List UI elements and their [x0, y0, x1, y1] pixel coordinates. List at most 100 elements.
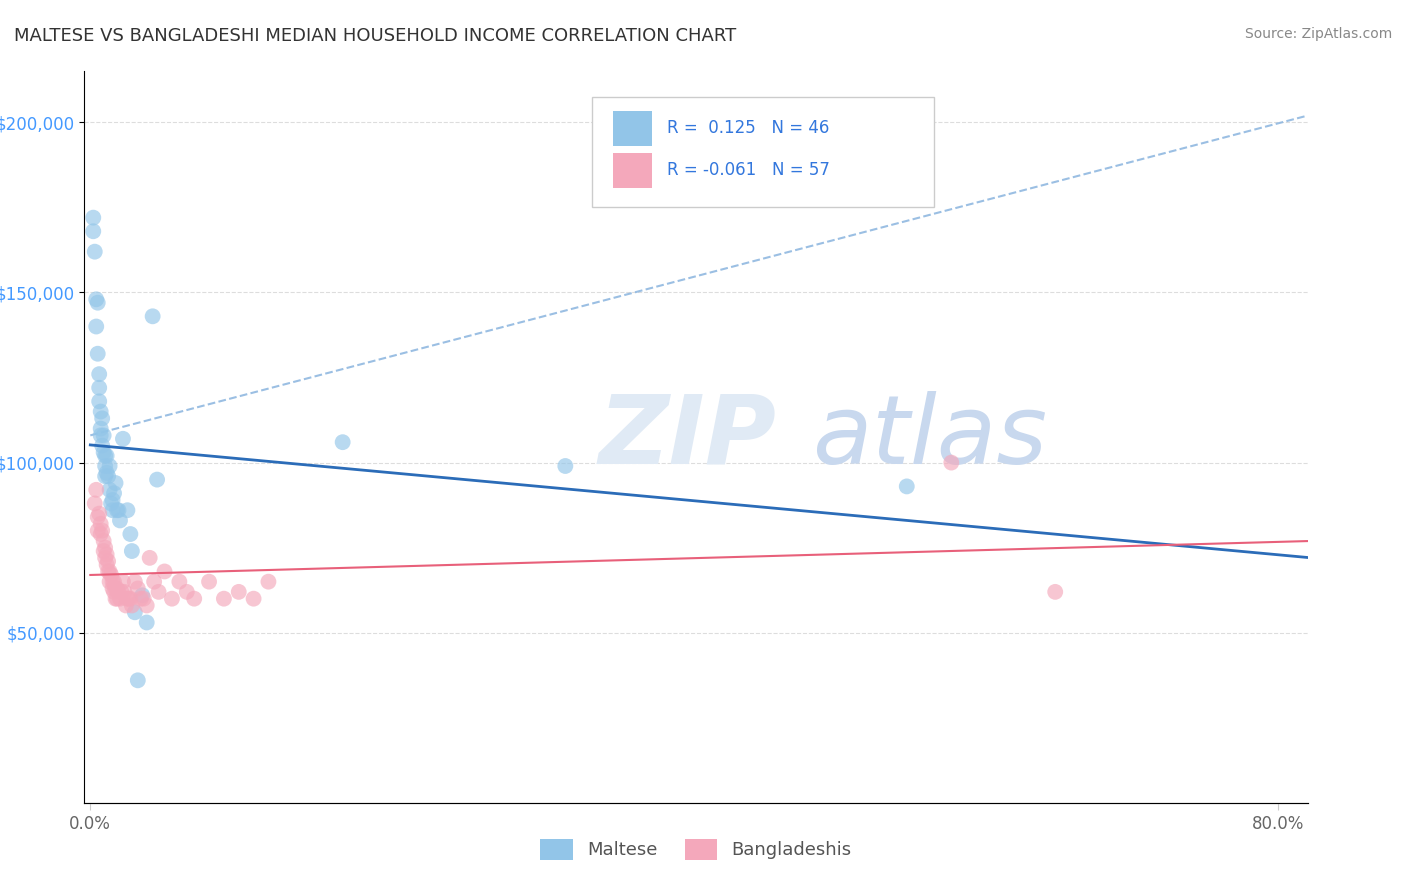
- Point: [228, 585, 250, 599]
- Point: [94, 449, 117, 463]
- Point: [96, 548, 118, 562]
- Text: Source: ZipAtlas.com: Source: ZipAtlas.com: [1244, 27, 1392, 41]
- Point: [332, 435, 354, 450]
- Point: [104, 475, 127, 490]
- Point: [82, 211, 104, 225]
- Point: [89, 394, 111, 409]
- Point: [138, 550, 160, 565]
- Point: [101, 574, 124, 589]
- Point: [93, 533, 115, 548]
- Point: [111, 574, 134, 589]
- Point: [146, 473, 169, 487]
- Point: [131, 588, 153, 602]
- Point: [118, 591, 141, 606]
- Point: [96, 449, 118, 463]
- Point: [120, 591, 142, 606]
- Point: [107, 585, 129, 599]
- Point: [93, 428, 115, 442]
- Point: [117, 591, 139, 606]
- Text: R =  0.125   N = 46: R = 0.125 N = 46: [666, 120, 830, 137]
- Point: [105, 503, 128, 517]
- Point: [108, 513, 131, 527]
- Point: [91, 411, 114, 425]
- Point: [90, 527, 112, 541]
- Point: [83, 244, 105, 259]
- Point: [198, 574, 221, 589]
- Point: [84, 483, 107, 497]
- Point: [110, 585, 132, 599]
- Point: [100, 496, 122, 510]
- Point: [89, 507, 111, 521]
- Point: [101, 582, 124, 596]
- Point: [84, 293, 107, 307]
- Point: [104, 582, 127, 596]
- Point: [129, 591, 152, 606]
- Point: [169, 574, 191, 589]
- Point: [98, 483, 121, 497]
- Point: [183, 591, 205, 606]
- Point: [896, 479, 918, 493]
- Point: [127, 673, 149, 688]
- Point: [257, 574, 280, 589]
- Point: [93, 445, 115, 459]
- Point: [176, 585, 198, 599]
- Point: [94, 550, 117, 565]
- Point: [101, 493, 124, 508]
- Point: [98, 565, 121, 579]
- Point: [87, 510, 110, 524]
- Point: [103, 574, 125, 589]
- Point: [97, 565, 120, 579]
- Point: [87, 347, 110, 361]
- Point: [87, 524, 110, 538]
- Point: [108, 591, 131, 606]
- Point: [90, 516, 112, 531]
- Point: [111, 432, 134, 446]
- Point: [124, 605, 146, 619]
- Point: [120, 527, 142, 541]
- Point: [143, 574, 166, 589]
- Point: [148, 585, 170, 599]
- Point: [93, 544, 115, 558]
- Point: [117, 503, 139, 517]
- Point: [91, 439, 114, 453]
- Point: [98, 458, 121, 473]
- Text: atlas: atlas: [813, 391, 1047, 483]
- Point: [98, 574, 121, 589]
- Point: [115, 599, 138, 613]
- Text: ZIP: ZIP: [598, 391, 776, 483]
- Point: [1045, 585, 1067, 599]
- Point: [114, 585, 136, 599]
- Point: [132, 591, 155, 606]
- Point: [135, 615, 157, 630]
- Bar: [613, 153, 652, 187]
- Legend: Maltese, Bangladeshis: Maltese, Bangladeshis: [533, 831, 859, 867]
- Point: [100, 567, 122, 582]
- Point: [121, 544, 143, 558]
- Point: [90, 428, 112, 442]
- Point: [97, 469, 120, 483]
- Point: [107, 503, 129, 517]
- Point: [87, 295, 110, 310]
- Bar: [613, 111, 652, 146]
- Point: [94, 469, 117, 483]
- Point: [160, 591, 183, 606]
- Text: R = -0.061   N = 57: R = -0.061 N = 57: [666, 161, 830, 179]
- Point: [90, 404, 112, 418]
- Text: MALTESE VS BANGLADESHI MEDIAN HOUSEHOLD INCOME CORRELATION CHART: MALTESE VS BANGLADESHI MEDIAN HOUSEHOLD …: [14, 27, 737, 45]
- Point: [103, 585, 125, 599]
- Point: [242, 591, 264, 606]
- Point: [84, 319, 107, 334]
- Point: [83, 496, 105, 510]
- Point: [97, 554, 120, 568]
- FancyBboxPatch shape: [592, 97, 935, 207]
- Point: [104, 591, 127, 606]
- Point: [90, 421, 112, 435]
- Point: [105, 582, 128, 596]
- Point: [96, 558, 118, 572]
- Point: [94, 458, 117, 473]
- Point: [142, 310, 165, 324]
- Point: [105, 591, 128, 606]
- Point: [153, 565, 176, 579]
- Point: [101, 503, 124, 517]
- Point: [135, 599, 157, 613]
